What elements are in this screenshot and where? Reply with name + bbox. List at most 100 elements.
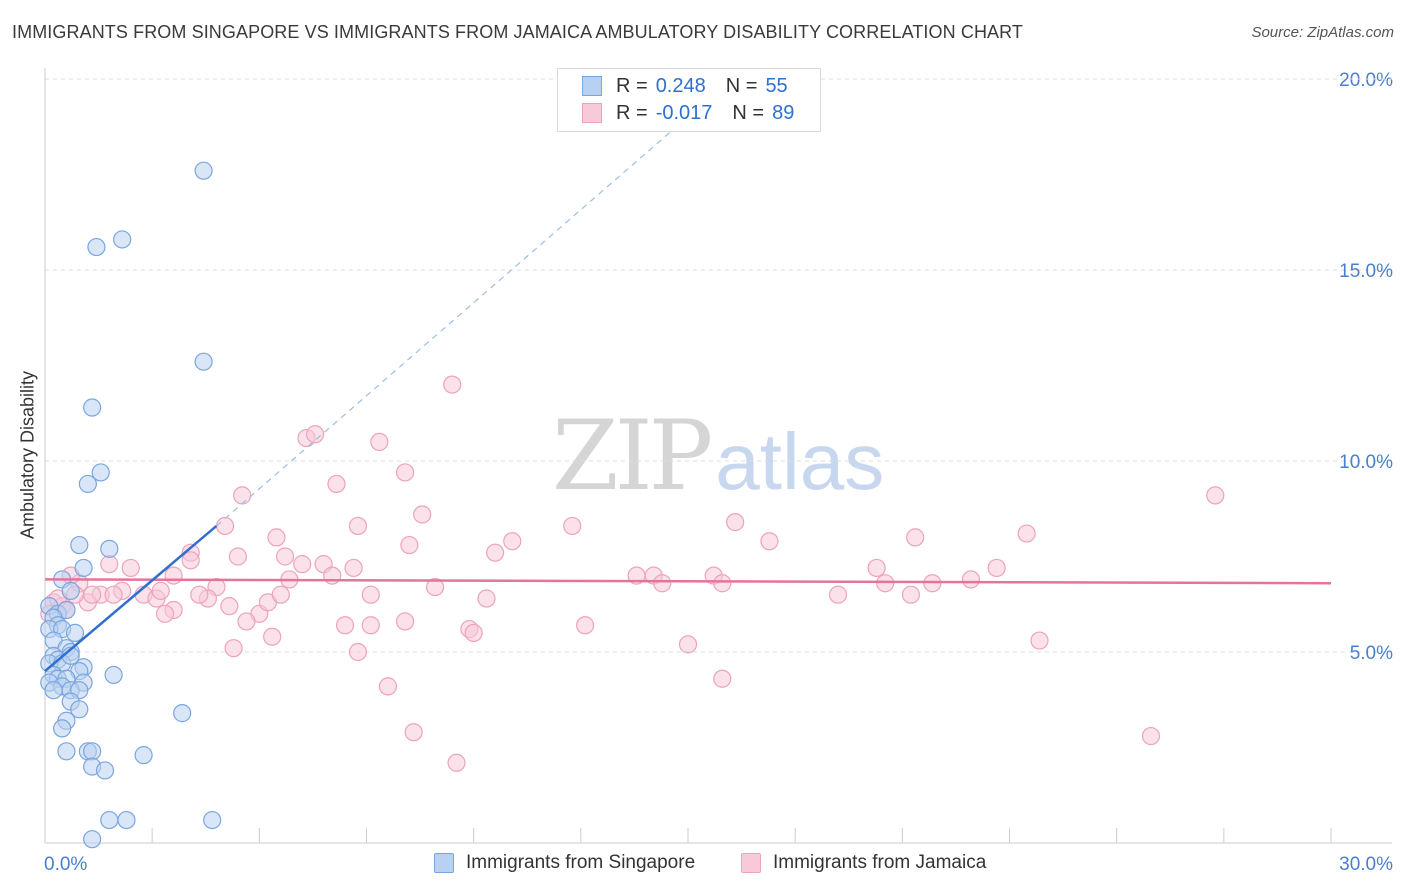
r-value: 0.248 [655,74,706,97]
jamaica-point [1017,524,1036,543]
jamaica-point [335,616,355,635]
jamaica-swatch [582,103,602,123]
n-label: N = [732,101,765,124]
jamaica-point [443,375,462,394]
jamaica-point [713,669,732,688]
jamaica-point [181,551,200,570]
singapore-point [117,810,136,830]
jamaica-point [233,486,252,505]
singapore-point [83,742,102,761]
jamaica-point [275,547,295,566]
y-tick-label: 5.0% [1350,643,1393,664]
jamaica-legend-swatch [741,853,761,873]
jamaica-point [378,677,398,696]
jamaica-point [344,558,363,578]
jamaica-point [361,616,380,635]
jamaica-point [713,574,732,593]
source-credit: Source: ZipAtlas.com [1251,24,1394,41]
jamaica-point [906,528,925,547]
singapore-point [78,474,97,494]
y-tick-label: 20.0% [1339,70,1393,91]
legend-row-singapore: R = 0.248 N = 55 [582,73,808,99]
jamaica-point [361,585,380,604]
jamaica-point [323,566,342,585]
singapore-point [134,746,153,765]
jamaica-point [228,547,247,566]
singapore-point [91,463,110,482]
x-tick-label: 0.0% [44,854,87,875]
jamaica-point [190,585,209,604]
r-label: R = [616,74,648,97]
jamaica-point [151,581,170,600]
singapore-legend-label: Immigrants from Singapore [466,852,696,873]
jamaica-point [293,555,312,574]
legend-item-jamaica[interactable]: Immigrants from Jamaica [741,852,986,874]
singapore-point [194,352,213,371]
jamaica-point [271,585,290,604]
jamaica-point [237,612,256,631]
singapore-point [203,810,222,830]
jamaica-point [370,432,389,451]
singapore-point [74,558,93,578]
jamaica-point [404,723,423,742]
legend-row-jamaica: R = -0.017 N = 89 [582,100,814,126]
jamaica-point [563,516,582,536]
jamaica-point [653,574,672,593]
singapore-point [65,623,85,643]
singapore-point [95,761,115,780]
jamaica-point [726,513,745,532]
singapore-point [70,700,89,719]
jamaica-point [100,555,119,574]
singapore-point [104,665,123,685]
x-tick-label: 30.0% [1339,854,1393,875]
singapore-point [173,704,192,723]
jamaica-point [348,516,368,536]
jamaica-point [1030,631,1049,650]
y-tick-label: 10.0% [1339,452,1393,473]
singapore-point [194,161,213,180]
jamaica-point [215,516,235,536]
n-label: N = [725,74,758,97]
jamaica-point [395,463,415,482]
r-value: -0.017 [655,101,713,124]
singapore-swatch [582,76,602,96]
series-legend: Immigrants from Singapore Immigrants fro… [0,852,1406,878]
watermark-zip: ZIP [552,400,713,512]
jamaica-point [987,558,1006,578]
singapore-point [113,230,132,249]
jamaica-point [760,532,779,551]
legend-item-singapore[interactable]: Immigrants from Singapore [434,852,695,874]
stats-legend: R = 0.248 N = 55 R = -0.017 N = 89 [557,68,821,132]
jamaica-point [121,558,140,578]
jamaica-point [413,505,432,524]
jamaica-point [828,585,848,604]
jamaica-point [155,604,175,623]
jamaica-trend-line [44,578,1332,585]
jamaica-point [348,642,368,662]
chart-title: IMMIGRANTS FROM SINGAPORE VS IMMIGRANTS … [12,22,1024,42]
jamaica-point [503,532,522,551]
jamaica-point [464,623,483,643]
jamaica-point [627,566,646,585]
r-label: R = [616,101,648,124]
jamaica-point [263,627,282,646]
jamaica-point [267,528,286,547]
jamaica-point [576,616,595,635]
jamaica-point [447,753,466,772]
jamaica-point [327,474,346,494]
singapore-point [70,535,89,555]
singapore-point [44,681,63,700]
jamaica-point [1141,726,1161,746]
jamaica-point [395,612,415,631]
singapore-point [100,539,119,558]
jamaica-point [876,574,895,593]
singapore-point [53,719,72,738]
jamaica-point [961,570,981,589]
jamaica-point [104,585,123,604]
jamaica-point [901,585,921,604]
jamaica-legend-label: Immigrants from Jamaica [773,852,987,873]
jamaica-point [678,635,698,654]
jamaica-point [477,589,496,608]
singapore-point [83,830,102,849]
